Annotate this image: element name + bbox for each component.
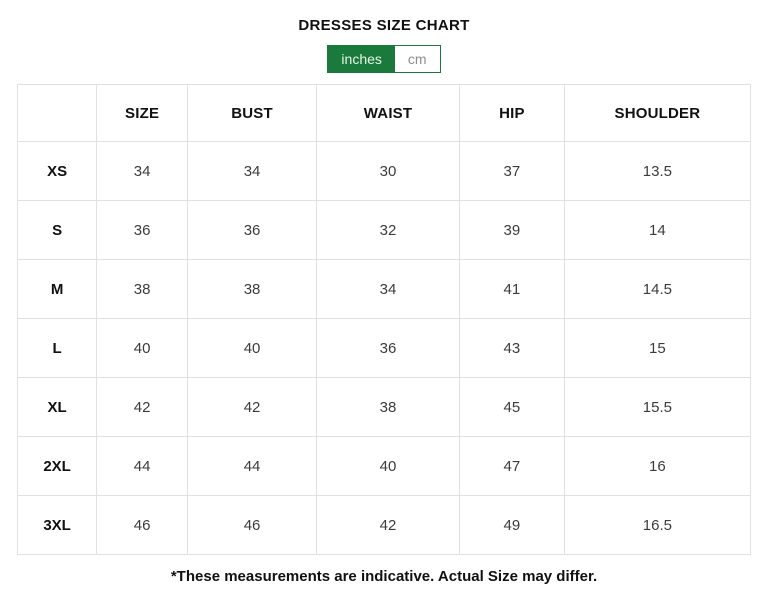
table-row: S 36 36 32 39 14 [16, 200, 752, 260]
row-label: XS [16, 141, 98, 201]
waist-cell: 34 [316, 259, 460, 319]
bust-cell: 40 [187, 318, 318, 378]
bust-cell: 34 [187, 141, 318, 201]
bust-cell: 44 [187, 436, 318, 496]
waist-cell: 30 [316, 141, 460, 201]
hip-cell: 43 [458, 318, 565, 378]
bust-cell: 38 [187, 259, 318, 319]
unit-toggle-inches[interactable]: inches [328, 46, 395, 72]
unit-toggle-cm[interactable]: cm [394, 46, 440, 72]
bust-cell: 42 [187, 377, 318, 437]
shoulder-cell: 13.5 [563, 141, 752, 201]
table-row: 2XL 44 44 40 47 16 [16, 436, 752, 496]
shoulder-cell: 14.5 [563, 259, 752, 319]
hip-cell: 41 [458, 259, 565, 319]
row-label: XL [16, 377, 98, 437]
row-label: 2XL [16, 436, 98, 496]
row-label: M [16, 259, 98, 319]
header-cell-size: SIZE [96, 84, 189, 142]
size-cell: 40 [96, 318, 189, 378]
hip-cell: 47 [458, 436, 565, 496]
row-label: L [16, 318, 98, 378]
waist-cell: 40 [316, 436, 460, 496]
waist-cell: 36 [316, 318, 460, 378]
bust-cell: 46 [187, 495, 318, 555]
hip-cell: 49 [458, 495, 565, 555]
shoulder-cell: 16 [563, 436, 752, 496]
hip-cell: 39 [458, 200, 565, 260]
header-cell-waist: WAIST [316, 84, 460, 142]
shoulder-cell: 16.5 [563, 495, 752, 555]
header-cell-shoulder: SHOULDER [563, 84, 752, 142]
table-row: XL 42 42 38 45 15.5 [16, 377, 752, 437]
header-cell-blank [16, 84, 98, 142]
size-cell: 42 [96, 377, 189, 437]
size-cell: 34 [96, 141, 189, 201]
row-label: 3XL [16, 495, 98, 555]
unit-toggle: inches cm [327, 45, 441, 73]
size-cell: 44 [96, 436, 189, 496]
header-cell-hip: HIP [458, 84, 565, 142]
table-row: M 38 38 34 41 14.5 [16, 259, 752, 319]
waist-cell: 38 [316, 377, 460, 437]
size-chart-table: SIZE BUST WAIST HIP SHOULDER XS 34 34 30… [16, 84, 752, 555]
waist-cell: 32 [316, 200, 460, 260]
size-cell: 46 [96, 495, 189, 555]
shoulder-cell: 14 [563, 200, 752, 260]
bust-cell: 36 [187, 200, 318, 260]
unit-toggle-wrap: inches cm [0, 45, 768, 73]
shoulder-cell: 15 [563, 318, 752, 378]
table-row: XS 34 34 30 37 13.5 [16, 141, 752, 201]
hip-cell: 37 [458, 141, 565, 201]
row-label: S [16, 200, 98, 260]
table-row: 3XL 46 46 42 49 16.5 [16, 495, 752, 555]
size-cell: 38 [96, 259, 189, 319]
size-cell: 36 [96, 200, 189, 260]
header-cell-bust: BUST [187, 84, 318, 142]
header-row: SIZE BUST WAIST HIP SHOULDER [16, 84, 752, 142]
table-row: L 40 40 36 43 15 [16, 318, 752, 378]
hip-cell: 45 [458, 377, 565, 437]
shoulder-cell: 15.5 [563, 377, 752, 437]
footnote: *These measurements are indicative. Actu… [170, 568, 598, 585]
waist-cell: 42 [316, 495, 460, 555]
page-title: DRESSES SIZE CHART [298, 17, 470, 34]
